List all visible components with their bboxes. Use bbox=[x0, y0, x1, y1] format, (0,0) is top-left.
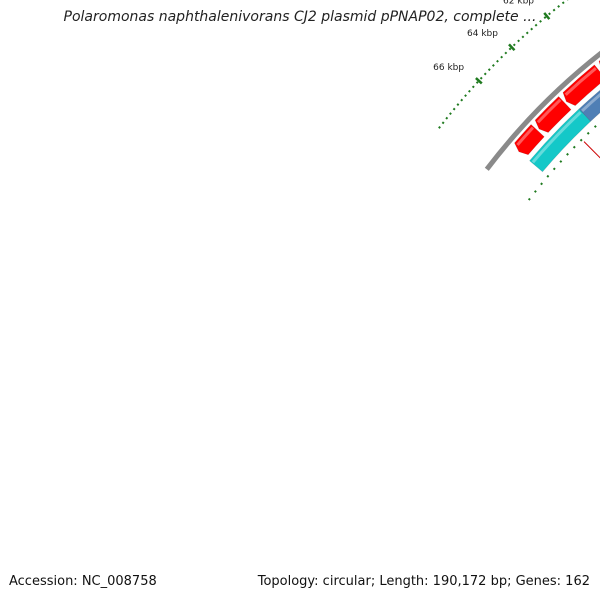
inner-scale-dot bbox=[586, 131, 590, 135]
scale-dot bbox=[449, 112, 452, 116]
scale-dot bbox=[539, 19, 542, 23]
scale-dot bbox=[460, 98, 464, 102]
scale-dot bbox=[475, 81, 479, 84]
scale-dot bbox=[483, 72, 487, 76]
major-tick bbox=[508, 43, 516, 52]
cds-pnap-4495-red bbox=[534, 96, 572, 133]
scale-dot bbox=[445, 116, 449, 120]
inner-scale-dot bbox=[533, 190, 537, 193]
scale-dot bbox=[504, 51, 508, 55]
cds-pnap-4495-cyan bbox=[529, 108, 591, 173]
cds-pnap-4494-red bbox=[562, 64, 600, 106]
scale-dot bbox=[521, 35, 525, 39]
scale-dot bbox=[468, 89, 471, 93]
scale-dot bbox=[479, 76, 483, 80]
scale-dot bbox=[517, 39, 521, 43]
map-title: Polaromonas naphthalenivorans CJ2 plasmi… bbox=[63, 9, 537, 25]
inner-scale-dot bbox=[559, 160, 563, 163]
scale-dot bbox=[530, 27, 534, 31]
gene-leader-line bbox=[583, 141, 600, 159]
scale-dot bbox=[512, 43, 516, 47]
scale-dot bbox=[543, 16, 547, 19]
scale-dot bbox=[471, 85, 475, 89]
cds-pnap-4494-steel-highlight bbox=[581, 92, 600, 112]
cds-bottom-red-highlight bbox=[516, 126, 535, 146]
cds-bottom-red bbox=[514, 124, 545, 156]
scale-dot bbox=[561, 1, 565, 5]
inner-scale-dot bbox=[546, 174, 550, 178]
major-tick bbox=[475, 77, 483, 85]
scale-dot bbox=[548, 12, 551, 16]
tick-label: 64 kbp bbox=[467, 29, 498, 39]
inner-scale-dot bbox=[579, 138, 583, 142]
topology-summary: Topology: circular; Length: 190,172 bp; … bbox=[257, 574, 590, 589]
accession-text: Accession: NC_008758 bbox=[9, 574, 157, 589]
scale-dot bbox=[534, 23, 538, 27]
scale-dot bbox=[452, 107, 456, 111]
inner-scale-dot bbox=[572, 145, 576, 149]
tick-label: 66 kbp bbox=[433, 63, 464, 73]
tick-label: 62 kbp bbox=[503, 0, 534, 7]
inner-scale-dot bbox=[540, 182, 543, 186]
inner-scale-dot bbox=[566, 152, 569, 156]
scale-dot bbox=[500, 55, 504, 59]
scale-dot bbox=[487, 68, 491, 72]
cds-pnap-4494-red-highlight bbox=[564, 67, 597, 96]
scale-dot bbox=[508, 47, 512, 51]
major-tick bbox=[543, 12, 551, 20]
cds-pnap-4495-red-highlight bbox=[536, 98, 562, 124]
scale-dot bbox=[557, 5, 561, 8]
cds-pnap-4495-cyan-highlight bbox=[531, 111, 582, 164]
scale-dot bbox=[456, 103, 460, 106]
scale-dot bbox=[525, 31, 529, 35]
inner-scale-dot bbox=[593, 125, 597, 128]
inner-scale-dot bbox=[552, 167, 556, 171]
scale-dot bbox=[552, 8, 556, 12]
scale-dot bbox=[438, 126, 441, 129]
scale-dot bbox=[491, 64, 495, 67]
scale-dot bbox=[464, 94, 467, 98]
scale-dot bbox=[441, 121, 445, 125]
scale-dot bbox=[496, 59, 499, 63]
inner-scale-dot bbox=[527, 197, 531, 201]
backbone-arc bbox=[484, 50, 600, 171]
